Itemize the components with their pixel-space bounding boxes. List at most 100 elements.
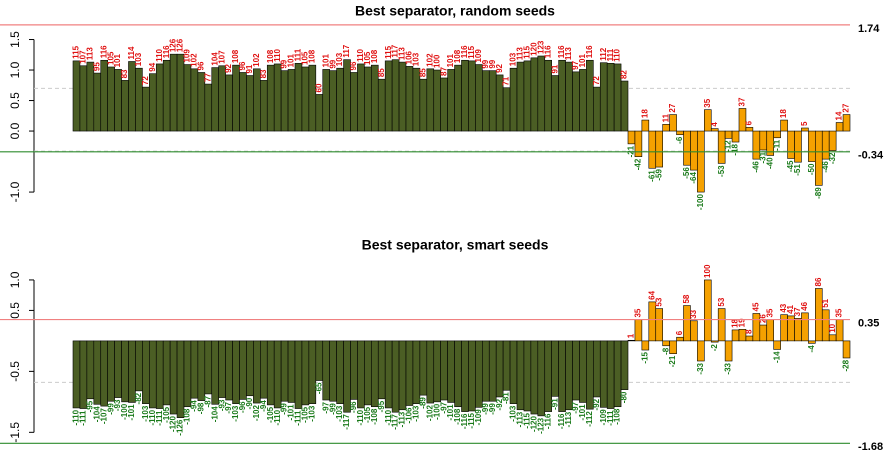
bar	[294, 63, 303, 132]
bar	[828, 130, 837, 151]
value-label: 53	[654, 297, 663, 306]
value-label: -90	[245, 397, 254, 409]
value-label: -82	[134, 392, 143, 404]
bar	[620, 80, 629, 132]
bar	[308, 64, 317, 132]
bar	[149, 73, 157, 132]
bar	[676, 130, 684, 136]
value-label: -6	[675, 136, 684, 144]
bar	[502, 340, 511, 391]
value-label: -99	[328, 403, 337, 415]
bar	[780, 314, 788, 342]
bar	[724, 340, 733, 362]
chart-title: Best separator, smart seeds	[362, 237, 549, 253]
value-label: -105	[162, 406, 171, 423]
y-tick-label: 1.5	[8, 31, 22, 48]
value-label: 96	[238, 61, 247, 70]
bar	[766, 130, 774, 156]
value-label: 111	[606, 48, 615, 61]
bar	[225, 74, 233, 132]
value-label: -97	[224, 401, 233, 413]
value-label: -104	[92, 406, 101, 423]
value-label: 83	[120, 69, 129, 78]
value-label: -99	[280, 403, 289, 415]
value-label: -46	[821, 161, 830, 173]
value-label: -99	[488, 403, 497, 415]
bar	[155, 340, 164, 409]
value-label: -103	[231, 405, 240, 422]
value-label: 71	[502, 76, 511, 85]
bar	[273, 340, 282, 409]
value-label: 102	[190, 53, 199, 67]
value-label: 115	[467, 45, 476, 58]
value-label: -103	[509, 405, 518, 422]
value-label: 112	[599, 47, 608, 60]
value-label: -120	[529, 415, 538, 432]
value-label: 111	[294, 48, 303, 61]
bar	[662, 124, 670, 132]
bar	[648, 130, 657, 169]
bar	[384, 60, 393, 132]
value-label: 116	[99, 45, 108, 58]
bar	[246, 75, 254, 132]
value-label: 97	[571, 60, 580, 69]
bar	[426, 340, 435, 404]
bar	[391, 340, 400, 413]
value-label: 18	[779, 109, 788, 118]
value-label: -97	[321, 401, 330, 413]
bar	[287, 69, 296, 132]
bar	[218, 65, 226, 132]
bar	[676, 336, 684, 342]
bar	[315, 94, 324, 132]
bar	[364, 340, 372, 406]
bar	[579, 340, 587, 403]
bar	[440, 340, 448, 401]
value-label: 101	[446, 54, 455, 68]
value-label: 91	[245, 64, 254, 73]
bar	[426, 68, 435, 132]
value-label: -105	[363, 406, 372, 423]
value-label: 10	[828, 323, 837, 332]
bar	[599, 62, 608, 132]
value-label: 6	[675, 330, 684, 335]
value-label: -95	[85, 400, 94, 412]
y-tick-label: -0.5	[8, 361, 22, 382]
value-label: 46	[800, 301, 809, 310]
value-label: 120	[529, 42, 538, 56]
bar	[537, 340, 546, 417]
value-label: -97	[571, 401, 580, 413]
value-label: 99	[328, 59, 337, 68]
bar	[801, 312, 809, 342]
bar	[717, 308, 726, 342]
value-label: 96	[196, 61, 205, 70]
value-label: -101	[287, 404, 296, 421]
value-label: 109	[474, 49, 483, 63]
value-label: 37	[793, 307, 802, 316]
bar	[648, 301, 657, 342]
bar	[488, 70, 497, 132]
value-label: -106	[405, 407, 414, 424]
bar	[149, 340, 157, 409]
bar	[704, 279, 712, 342]
bar	[280, 340, 289, 402]
value-label: -93	[217, 399, 226, 411]
value-label: 101	[113, 54, 122, 68]
value-label: -103	[141, 405, 150, 422]
value-label: 113	[85, 47, 94, 60]
bar	[357, 63, 365, 132]
bar	[322, 69, 330, 132]
value-label: -21	[668, 355, 677, 367]
value-label: 77	[203, 73, 212, 82]
value-label: 64	[647, 290, 656, 299]
value-label: 87	[439, 67, 448, 76]
bar	[662, 340, 670, 347]
value-label: 27	[668, 103, 677, 112]
bar	[211, 67, 219, 132]
bar	[336, 340, 344, 404]
bar	[384, 340, 393, 409]
bar	[183, 340, 192, 408]
value-label: -42	[634, 158, 643, 170]
value-label: 100	[432, 54, 441, 68]
value-label: -33	[696, 362, 705, 374]
value-label: -96	[349, 401, 358, 413]
